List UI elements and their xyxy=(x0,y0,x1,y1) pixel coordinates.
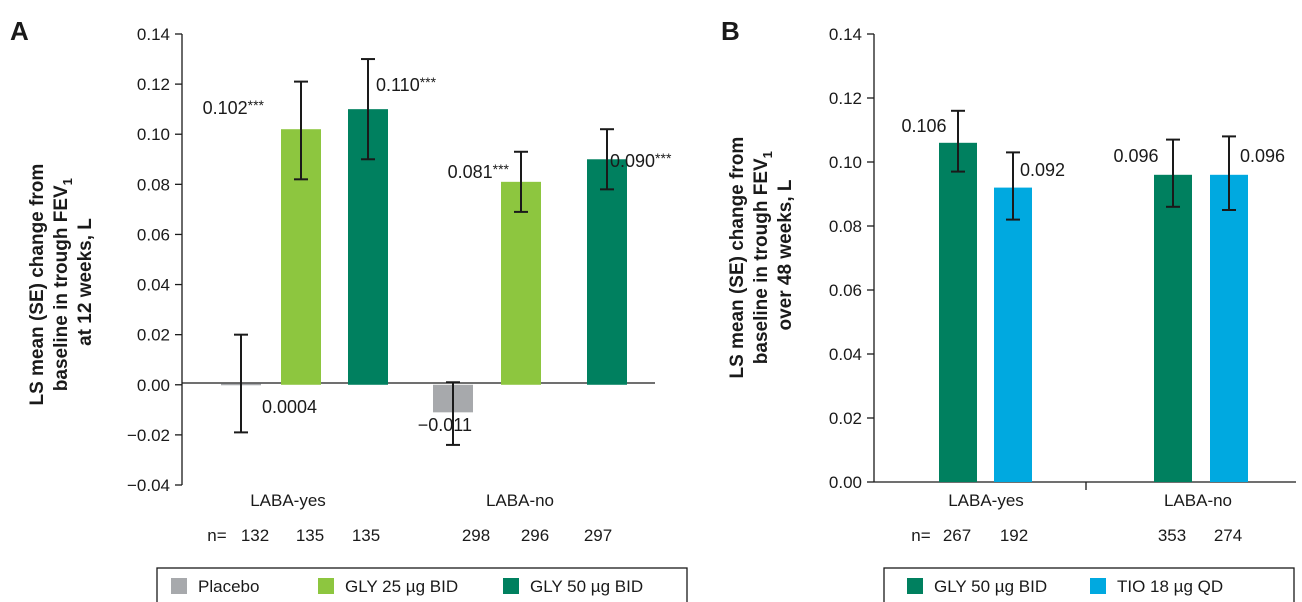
panel-a-y-axis-title: LS mean (SE) change from baseline in tro… xyxy=(27,158,96,405)
panel-a-y-axis-title-line-2: baseline in trough FEV1 xyxy=(51,178,75,391)
panel-a-legend-box xyxy=(156,567,688,602)
panel-b-legend-label-gly50: GLY 50 µg BID xyxy=(934,577,1047,596)
panel-b-category-laba-yes: LABA-yes xyxy=(948,491,1024,510)
panel-b-y-tick-label-0-08: 0.08 xyxy=(829,217,862,236)
panel-a-legend-label-placebo: Placebo xyxy=(198,577,259,596)
panel-a-laba-no-gly25-significance-stars: *** xyxy=(493,161,510,177)
panel-a-y-tick-label-0-14: 0.14 xyxy=(137,25,170,44)
panel-b-laba-yes-tio-bar xyxy=(994,187,1032,482)
panel-a-n-laba-yes-gly25: 135 xyxy=(296,526,324,545)
panel-b-y-tick-label-0-1: 0.10 xyxy=(829,153,862,172)
panel-a-n-row: n= 132 135 135 298 296 297 xyxy=(207,526,612,545)
panel-b-n-laba-yes-tio: 192 xyxy=(1000,526,1028,545)
panel-b-y-tick-label-0-02: 0.02 xyxy=(829,409,862,428)
panel-b-n-laba-no-gly50: 353 xyxy=(1158,526,1186,545)
panel-a-legend-swatch-placebo xyxy=(171,578,187,594)
panel-a-y-tick-label-0-06: 0.06 xyxy=(137,225,170,244)
panel-b-y-tick-label-0-04: 0.04 xyxy=(829,345,862,364)
panel-b-n-laba-no-tio: 274 xyxy=(1214,526,1242,545)
panel-a-n-laba-yes-placebo: 132 xyxy=(241,526,269,545)
panel-a-legend-swatch-gly50 xyxy=(503,578,519,594)
panel-b-laba-no-gly50-value-label: 0.096 xyxy=(1113,146,1158,166)
panel-a-bars: 0.0004 −0.011 0.102*** 0.081*** 0.110*** 0.09… xyxy=(203,58,672,446)
panel-b-letter: B xyxy=(721,16,740,46)
panel-a-laba-no-gly25-value-label: 0.081*** xyxy=(448,161,510,182)
panel-a-laba-yes-gly50-significance-stars: *** xyxy=(420,74,437,90)
panel-a-laba-yes-gly50-value-label: 0.110*** xyxy=(376,74,437,95)
panel-a-legend: Placebo GLY 25 µg BID GLY 50 µg BID xyxy=(156,567,688,602)
panel-a-n-prefix: n= xyxy=(207,526,226,545)
panel-a-y-tick-label-0-1: 0.10 xyxy=(137,125,170,144)
panel-b-bars: 0.106 0.096 0.092 0.096 xyxy=(901,109,1285,483)
panel-a-n-laba-no-placebo: 298 xyxy=(462,526,490,545)
panel-a-category-laba-no: LABA-no xyxy=(486,491,554,510)
panel-b-y-ticks: 0.14 0.12 0.10 0.08 0.06 0.04 0.02 0.00 xyxy=(829,25,874,492)
panel-a-y-tick-label-neg-0-02: −0.02 xyxy=(127,426,170,445)
panel-a-laba-no-gly25-bar xyxy=(501,181,541,385)
panel-b-y-axis-title-line-2: baseline in trough FEV1 xyxy=(751,151,775,364)
panel-a-y-axis-title-subscript: 1 xyxy=(60,178,75,185)
panel-b-y-tick-label-0-14: 0.14 xyxy=(829,25,862,44)
panel-b: B LS mean (SE) change from baseline in t… xyxy=(721,16,1296,602)
panel-a-n-laba-no-gly50: 297 xyxy=(584,526,612,545)
panel-a-n-laba-yes-gly50: 135 xyxy=(352,526,380,545)
panel-a-y-axis-title-line-3: at 12 weeks, L xyxy=(75,218,96,346)
panel-a-y-tick-label-0: 0.00 xyxy=(137,376,170,395)
panel-b-legend-swatch-gly50 xyxy=(907,578,923,594)
panel-b-laba-no-gly50-bar xyxy=(1154,174,1192,483)
panel-a-laba-yes-placebo-value-label: 0.0004 xyxy=(262,397,317,417)
panel-b-y-tick-label-0-12: 0.12 xyxy=(829,89,862,108)
panel-b-laba-yes-tio-value-label: 0.092 xyxy=(1020,160,1065,180)
panel-b-legend-box xyxy=(883,567,1295,602)
panel-b-category-laba-no: LABA-no xyxy=(1164,491,1232,510)
panel-a-y-tick-label-neg-0-04: −0.04 xyxy=(127,476,170,495)
panel-a-y-tick-label-0-04: 0.04 xyxy=(137,276,170,295)
panel-b-legend-label-tio: TIO 18 µg QD xyxy=(1117,577,1223,596)
panel-b-n-laba-yes-gly50: 267 xyxy=(943,526,971,545)
panel-a-y-ticks: 0.14 0.12 0.10 0.08 0.06 0.04 0.02 0.00 −0.02 −0.… xyxy=(127,25,182,495)
panel-a-laba-yes-gly25-value-label: 0.102*** xyxy=(203,97,265,118)
panel-a-laba-no-gly50-bar xyxy=(587,159,627,385)
panel-a-laba-no-placebo-value-label: −0.011 xyxy=(418,415,472,435)
panel-b-y-axis-title: LS mean (SE) change from baseline in tro… xyxy=(727,131,796,378)
panel-a-y-tick-label-0-02: 0.02 xyxy=(137,326,170,345)
panel-a-legend-label-gly25: GLY 25 µg BID xyxy=(345,577,458,596)
panel-a-y-tick-label-0-12: 0.12 xyxy=(137,75,170,94)
panel-a-laba-no-gly50-significance-stars: *** xyxy=(655,150,672,166)
panel-b-laba-no-tio-value-label: 0.096 xyxy=(1240,146,1285,166)
panel-a-laba-yes-gly25-significance-stars: *** xyxy=(248,97,265,113)
panel-b-legend-swatch-tio xyxy=(1090,578,1106,594)
panel-b-n-prefix: n= xyxy=(911,526,930,545)
panel-b-y-axis-title-line-1: LS mean (SE) change from xyxy=(727,137,748,379)
panel-b-y-axis-title-line-3: over 48 weeks, L xyxy=(775,179,796,330)
panel-b-y-tick-label-0-06: 0.06 xyxy=(829,281,862,300)
panel-b-n-row: n= 267 192 353 274 xyxy=(911,526,1242,545)
panel-a-legend-swatch-gly25 xyxy=(318,578,334,594)
panel-b-y-tick-label-0: 0.00 xyxy=(829,473,862,492)
panel-b-y-axis-title-line-2-text: baseline in trough FEV xyxy=(751,158,772,364)
panel-b-y-axis-title-subscript: 1 xyxy=(760,151,775,158)
panel-b-laba-no-tio-bar xyxy=(1210,174,1248,483)
panel-a-category-laba-yes: LABA-yes xyxy=(250,491,326,510)
panel-a-laba-no-gly50-value-label: 0.090*** xyxy=(610,150,672,171)
panel-b-legend: GLY 50 µg BID TIO 18 µg QD xyxy=(883,567,1295,602)
panel-a-y-axis-title-line-2-text: baseline in trough FEV xyxy=(51,185,72,391)
panel-a-y-tick-label-0-08: 0.08 xyxy=(137,175,170,194)
panel-a-n-laba-no-gly25: 296 xyxy=(521,526,549,545)
panel-a-letter: A xyxy=(10,16,29,46)
panel-a-legend-label-gly50: GLY 50 µg BID xyxy=(530,577,643,596)
panel-a-y-axis-title-line-1: LS mean (SE) change from xyxy=(27,164,48,406)
panel-b-laba-yes-gly50-bar xyxy=(939,142,977,483)
panel-a: A LS mean (SE) change from baseline in t… xyxy=(10,16,688,602)
panel-b-laba-yes-gly50-value-label: 0.106 xyxy=(901,116,946,136)
